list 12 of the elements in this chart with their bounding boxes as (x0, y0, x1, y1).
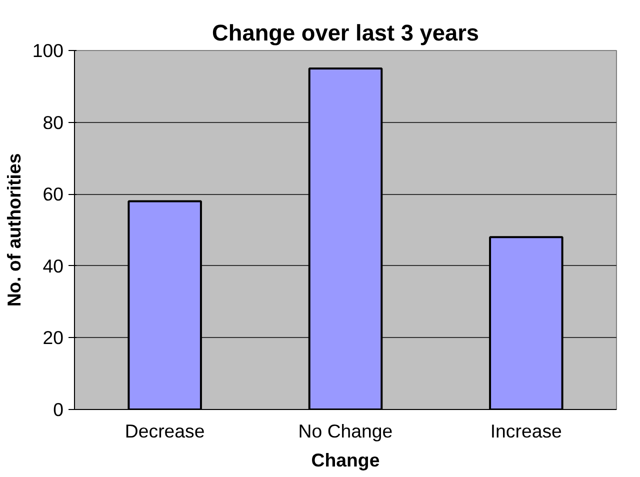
x-tick-label: Decrease (124, 420, 205, 442)
y-tick-label: 20 (42, 327, 64, 348)
y-tick-label: 60 (42, 184, 64, 205)
y-axis-title: No. of authorities (3, 153, 24, 307)
y-tick-label: 0 (53, 399, 64, 420)
x-axis-title: Change (311, 450, 380, 470)
x-tick-label: Increase (490, 420, 562, 442)
y-tick-label: 100 (32, 40, 64, 61)
chart-title: Change over last 3 years (212, 20, 479, 46)
y-tick-label: 80 (42, 112, 64, 133)
y-tick-label: 40 (42, 255, 64, 276)
x-tick-label: No Change (298, 420, 393, 442)
